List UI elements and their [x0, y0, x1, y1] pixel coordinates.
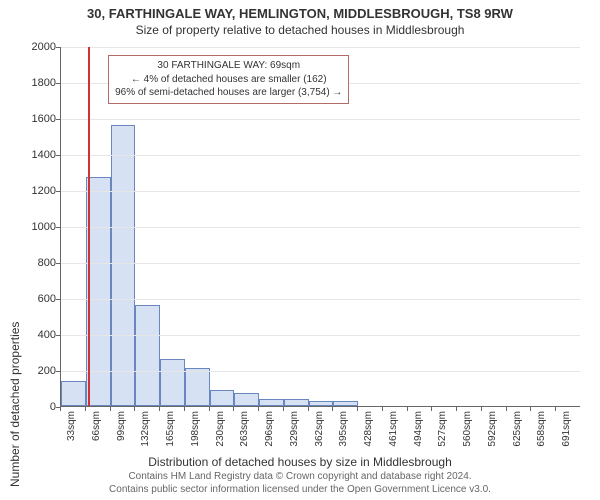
xtick-label: 165sqm: [165, 411, 176, 451]
histogram-bar: [309, 401, 334, 406]
xtick-mark: [456, 407, 457, 411]
chart-area: Number of detached properties 30 FARTHIN…: [0, 37, 600, 447]
annotation-line-1: 30 FARTHINGALE WAY: 69sqm: [115, 59, 342, 73]
xtick-mark: [506, 407, 507, 411]
xtick-label: 461sqm: [388, 411, 399, 451]
xtick-label: 296sqm: [264, 411, 275, 451]
ytick-mark: [56, 119, 60, 120]
ytick-label: 0: [16, 401, 56, 413]
histogram-bar: [135, 305, 160, 406]
histogram-bar: [185, 368, 210, 406]
gridline: [61, 227, 580, 228]
xtick-label: 428sqm: [363, 411, 374, 451]
ytick-label: 1200: [16, 185, 56, 197]
xtick-label: 592sqm: [487, 411, 498, 451]
xtick-label: 329sqm: [289, 411, 300, 451]
ytick-mark: [56, 83, 60, 84]
gridline: [61, 335, 580, 336]
ytick-mark: [56, 47, 60, 48]
histogram-bar: [234, 393, 259, 406]
histogram-bar: [61, 381, 86, 406]
xtick-mark: [283, 407, 284, 411]
xtick-mark: [481, 407, 482, 411]
xtick-mark: [134, 407, 135, 411]
ytick-label: 200: [16, 365, 56, 377]
ytick-mark: [56, 191, 60, 192]
annotation-line-3: 96% of semi-detached houses are larger (…: [115, 86, 342, 100]
xtick-label: 66sqm: [91, 411, 102, 451]
ytick-mark: [56, 371, 60, 372]
xtick-mark: [110, 407, 111, 411]
x-axis-label: Distribution of detached houses by size …: [0, 455, 600, 469]
xtick-mark: [60, 407, 61, 411]
xtick-label: 691sqm: [561, 411, 572, 451]
ytick-mark: [56, 263, 60, 264]
gridline: [61, 47, 580, 48]
ytick-label: 1800: [16, 77, 56, 89]
gridline: [61, 263, 580, 264]
ytick-label: 800: [16, 257, 56, 269]
ytick-mark: [56, 227, 60, 228]
histogram-bar: [284, 399, 309, 406]
xtick-mark: [530, 407, 531, 411]
gridline: [61, 191, 580, 192]
xtick-mark: [555, 407, 556, 411]
ytick-mark: [56, 335, 60, 336]
xtick-mark: [332, 407, 333, 411]
xtick-mark: [258, 407, 259, 411]
ytick-label: 1600: [16, 113, 56, 125]
plot-area: 30 FARTHINGALE WAY: 69sqm ← 4% of detach…: [60, 47, 580, 407]
xtick-mark: [209, 407, 210, 411]
annotation-line-2: ← 4% of detached houses are smaller (162…: [115, 73, 342, 87]
histogram-bar: [259, 399, 284, 406]
footer: Contains HM Land Registry data © Crown c…: [0, 470, 600, 496]
xtick-mark: [407, 407, 408, 411]
histogram-bar: [333, 401, 358, 406]
reference-line: [88, 47, 90, 406]
xtick-label: 658sqm: [536, 411, 547, 451]
ytick-label: 400: [16, 329, 56, 341]
xtick-mark: [233, 407, 234, 411]
xtick-label: 625sqm: [512, 411, 523, 451]
histogram-bar: [160, 359, 185, 406]
xtick-label: 230sqm: [215, 411, 226, 451]
xtick-mark: [357, 407, 358, 411]
xtick-label: 263sqm: [239, 411, 250, 451]
xtick-mark: [184, 407, 185, 411]
xtick-label: 198sqm: [190, 411, 201, 451]
xtick-label: 132sqm: [140, 411, 151, 451]
gridline: [61, 371, 580, 372]
gridline: [61, 155, 580, 156]
xtick-label: 395sqm: [338, 411, 349, 451]
xtick-label: 99sqm: [116, 411, 127, 451]
histogram-bar: [111, 125, 136, 406]
annotation-box: 30 FARTHINGALE WAY: 69sqm ← 4% of detach…: [108, 55, 349, 104]
xtick-mark: [431, 407, 432, 411]
ytick-mark: [56, 155, 60, 156]
ytick-label: 1400: [16, 149, 56, 161]
title-main: 30, FARTHINGALE WAY, HEMLINGTON, MIDDLES…: [0, 6, 600, 21]
xtick-mark: [308, 407, 309, 411]
ytick-mark: [56, 299, 60, 300]
xtick-mark: [382, 407, 383, 411]
gridline: [61, 119, 580, 120]
title-sub: Size of property relative to detached ho…: [0, 23, 600, 37]
gridline: [61, 299, 580, 300]
ytick-label: 600: [16, 293, 56, 305]
ytick-label: 1000: [16, 221, 56, 233]
histogram-bar: [210, 390, 235, 406]
footer-line-2: Contains public sector information licen…: [0, 483, 600, 496]
xtick-label: 33sqm: [66, 411, 77, 451]
xtick-label: 362sqm: [314, 411, 325, 451]
xtick-mark: [159, 407, 160, 411]
xtick-mark: [85, 407, 86, 411]
footer-line-1: Contains HM Land Registry data © Crown c…: [0, 470, 600, 483]
xtick-label: 527sqm: [437, 411, 448, 451]
xtick-label: 494sqm: [413, 411, 424, 451]
ytick-label: 2000: [16, 41, 56, 53]
xtick-label: 560sqm: [462, 411, 473, 451]
